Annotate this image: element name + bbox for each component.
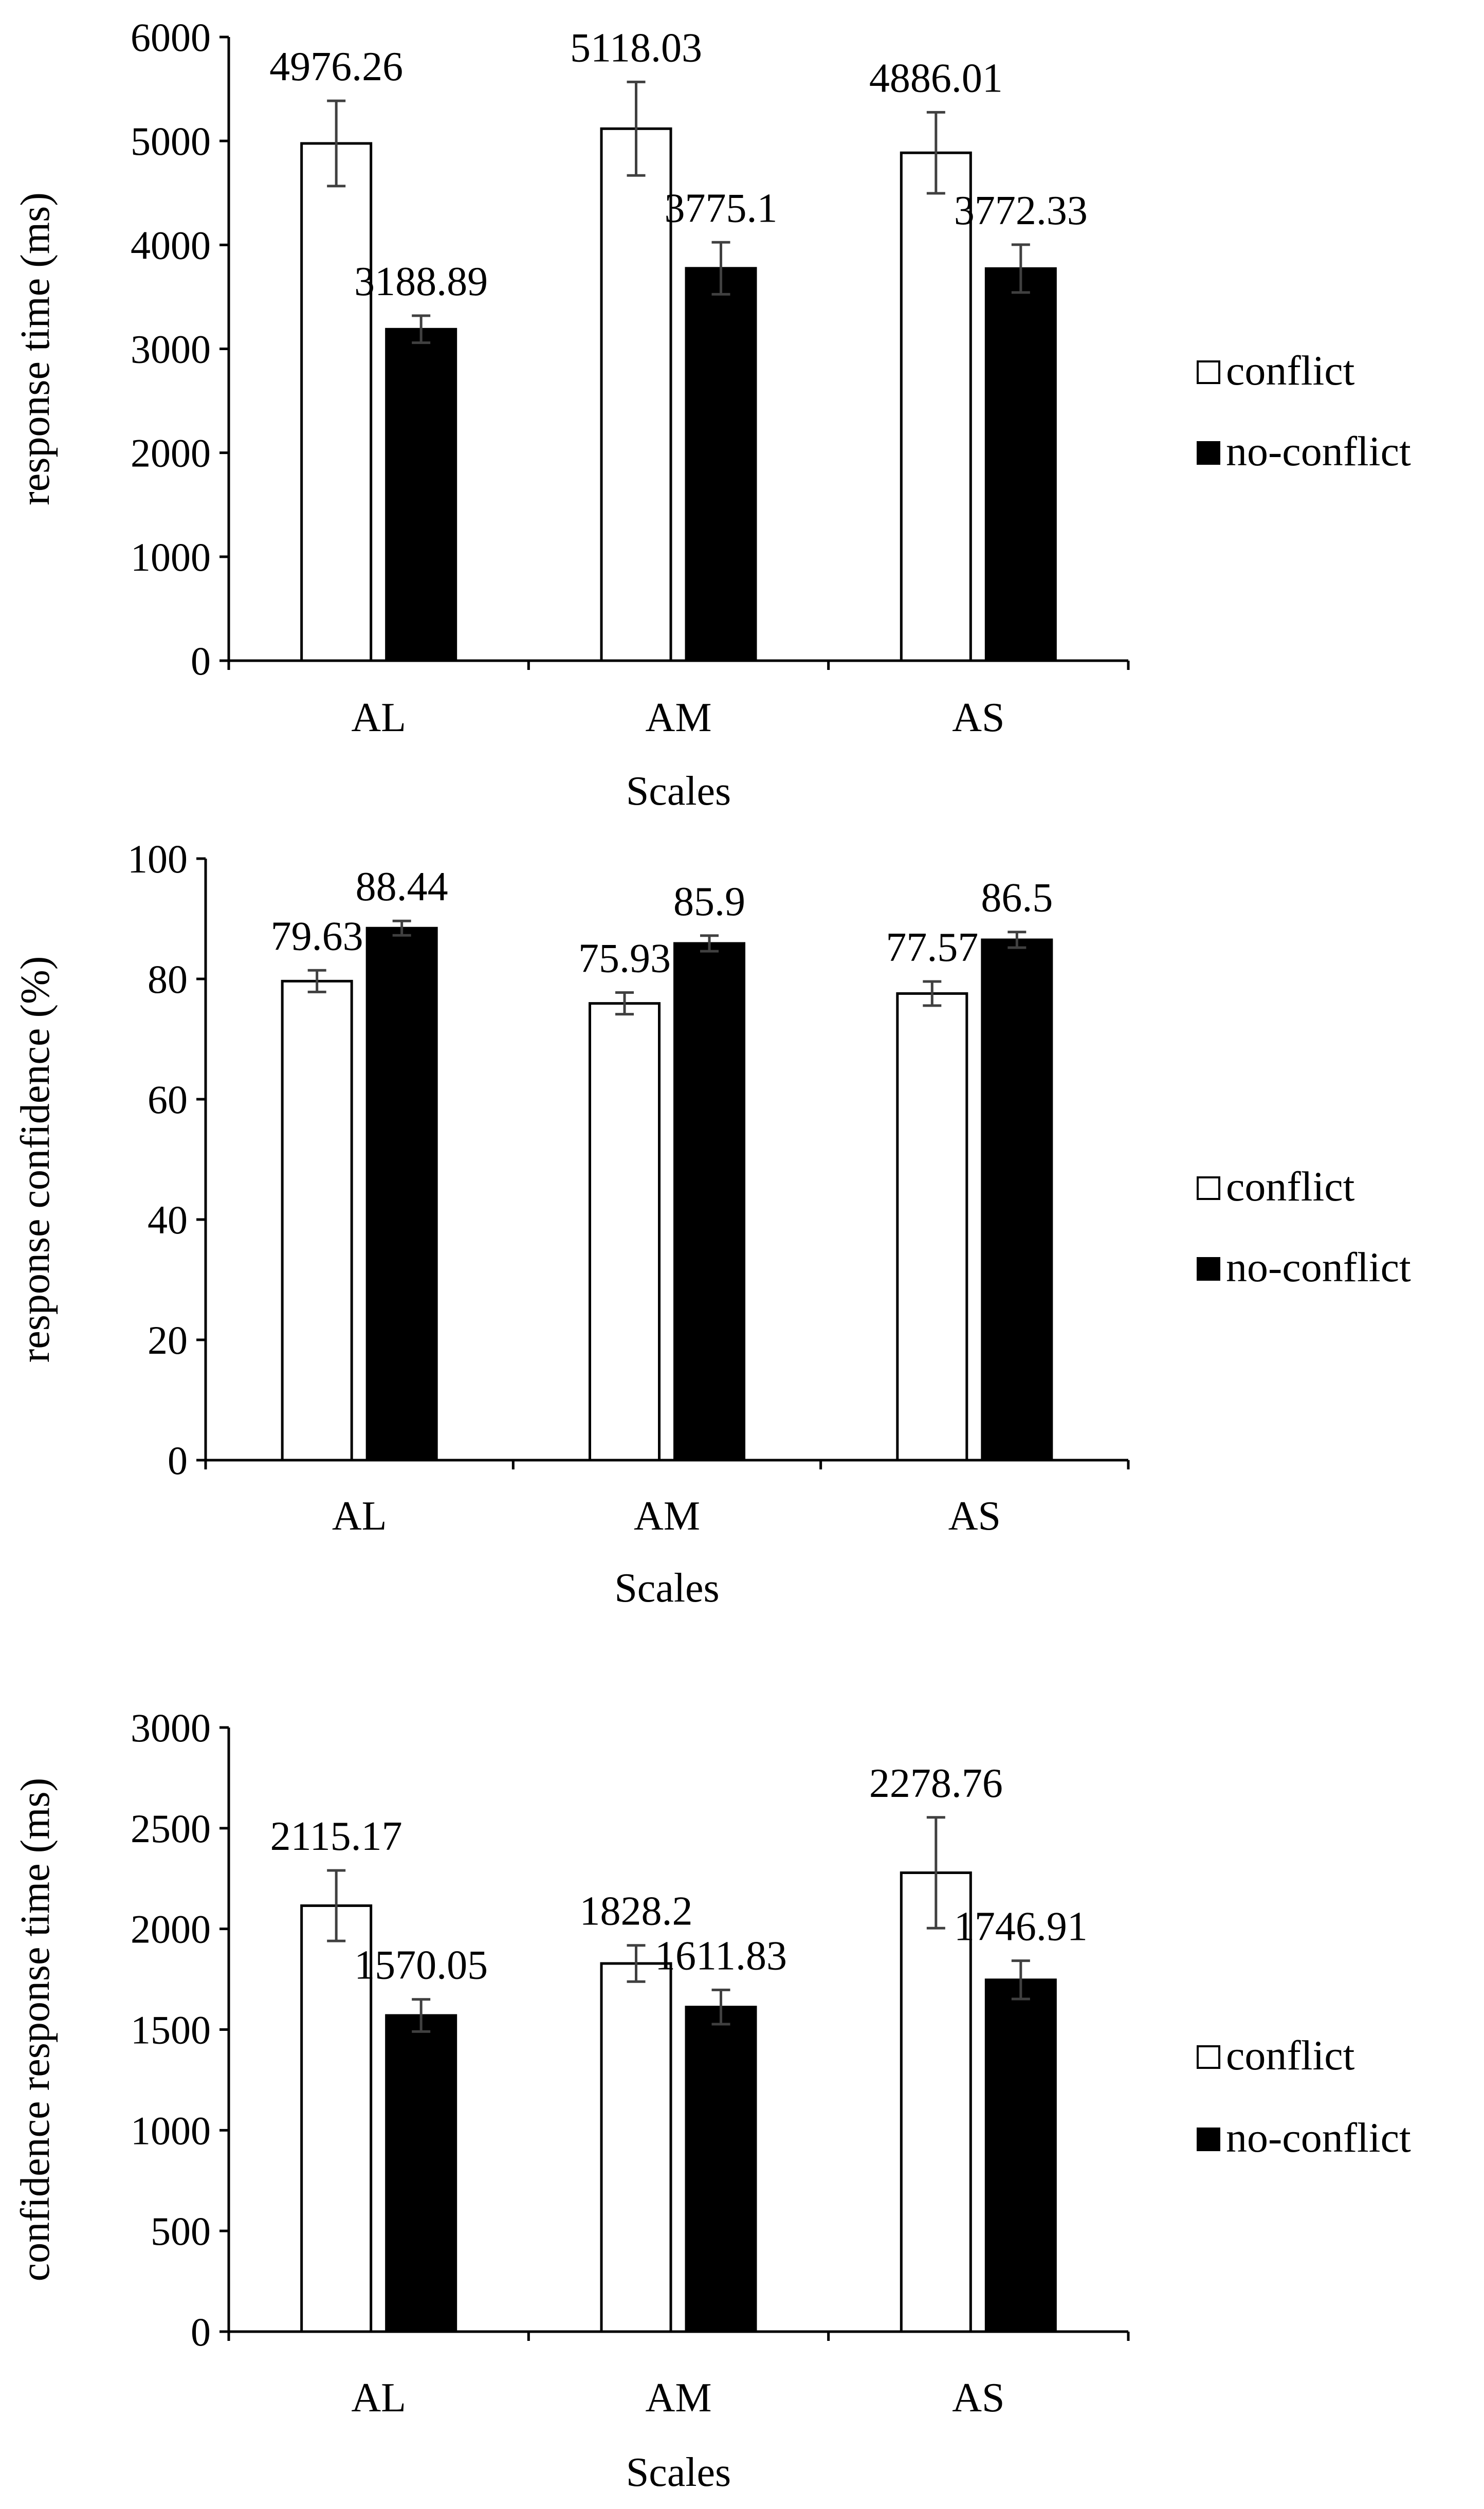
- category-label-as: AS: [952, 695, 1004, 740]
- y-tick-label: 100: [127, 837, 188, 881]
- legend: conflict no-conflict: [1197, 1163, 1411, 1290]
- y-tick-label: 2500: [131, 1806, 211, 1851]
- bar-conflict-al: [281, 979, 353, 1462]
- data-label: 85.9: [673, 879, 745, 924]
- category-label-am: AM: [646, 2375, 712, 2421]
- x-axis-label: Scales: [614, 1566, 719, 1611]
- y-tick-label: 4000: [131, 223, 211, 267]
- y-axis-label: response time (ms): [13, 192, 58, 505]
- y-tick-label: 3000: [131, 1705, 211, 1750]
- bar-no-conflict-am: [685, 267, 757, 662]
- legend-label-conflict: conflict: [1226, 1163, 1355, 1210]
- category-label-am: AM: [646, 695, 712, 740]
- bar-conflict-am: [589, 1002, 661, 1462]
- bar-conflict-al: [300, 1904, 373, 2333]
- chart-panel-3: 0 500 1000 1500 2000 2500 3000 AL AM AS Scales conf…: [13, 1705, 1411, 2495]
- legend-label-no-conflict: no-conflict: [1226, 2114, 1411, 2161]
- legend-swatch-conflict: [1197, 2045, 1220, 2069]
- data-label: 86.5: [981, 876, 1053, 921]
- bar-no-conflict-as: [984, 1978, 1057, 2333]
- data-label: 1611.83: [655, 1933, 787, 1978]
- data-label: 1570.05: [354, 1943, 488, 1988]
- data-label: 4886.01: [869, 56, 1003, 101]
- y-tick-label: 2000: [131, 431, 211, 476]
- x-axis-label: Scales: [626, 2450, 731, 2495]
- legend-swatch-conflict: [1197, 360, 1220, 384]
- y-tick-label: 60: [148, 1077, 188, 1122]
- chart-panel-2: 0 20 40 60 80 100 AL AM AS Scales response confide…: [13, 837, 1411, 1611]
- y-tick-label: 80: [148, 957, 188, 1002]
- x-axis-label: Scales: [626, 769, 731, 814]
- y-tick-label: 3000: [131, 327, 211, 372]
- data-label: 77.57: [886, 925, 978, 970]
- data-label: 3772.33: [954, 188, 1088, 233]
- data-label: 1828.2: [580, 1889, 693, 1934]
- y-tick-label: 0: [191, 639, 211, 683]
- data-label: 4976.26: [269, 44, 403, 89]
- y-axis-label: response confidence (%): [13, 956, 58, 1363]
- data-label: 5118.03: [570, 25, 702, 70]
- bar-no-conflict-as: [981, 938, 1053, 1462]
- legend-label-conflict: conflict: [1226, 347, 1355, 394]
- legend-swatch-conflict: [1197, 1176, 1220, 1200]
- y-tick-label: 1000: [131, 2108, 211, 2153]
- legend-swatch-no-conflict: [1197, 2128, 1220, 2151]
- bar-no-conflict-al: [365, 926, 438, 1462]
- data-label: 88.44: [356, 864, 448, 910]
- bar-conflict-as: [900, 1871, 972, 2333]
- category-label-am: AM: [634, 1494, 700, 1539]
- data-label: 1746.91: [954, 1904, 1088, 1950]
- legend-label-no-conflict: no-conflict: [1226, 1244, 1411, 1290]
- bar-no-conflict-am: [685, 2006, 757, 2333]
- y-tick-label: 1500: [131, 2008, 211, 2052]
- legend: conflict no-conflict: [1197, 2032, 1411, 2161]
- y-tick-label: 5000: [131, 119, 211, 163]
- data-label: 2115.17: [270, 1814, 402, 1859]
- bar-no-conflict-am: [673, 942, 745, 1462]
- data-label: 79.63: [271, 914, 363, 959]
- data-label: 3775.1: [665, 186, 778, 231]
- category-label-as: AS: [952, 2375, 1004, 2421]
- data-label: 3188.89: [354, 259, 488, 304]
- y-tick-label: 0: [191, 2310, 211, 2354]
- y-tick-label: 40: [148, 1197, 188, 1242]
- bar-conflict-al: [300, 142, 373, 662]
- bar-conflict-am: [600, 1962, 672, 2333]
- y-tick-label: 500: [151, 2209, 211, 2253]
- bar-conflict-am: [600, 127, 672, 662]
- y-tick-label: 2000: [131, 1907, 211, 1952]
- bar-conflict-as: [896, 992, 968, 1462]
- legend-label-conflict: conflict: [1226, 2032, 1355, 2079]
- legend: conflict no-conflict: [1197, 347, 1411, 475]
- bar-no-conflict-al: [385, 328, 457, 662]
- legend-swatch-no-conflict: [1197, 1257, 1220, 1281]
- bar-no-conflict-al: [385, 2014, 457, 2333]
- y-tick-label: 0: [168, 1438, 188, 1483]
- bar-no-conflict-as: [984, 267, 1057, 662]
- legend-label-no-conflict: no-conflict: [1226, 428, 1411, 475]
- y-tick-label: 20: [148, 1318, 188, 1362]
- y-tick-label: 1000: [131, 535, 211, 579]
- data-label: 75.93: [578, 936, 671, 981]
- y-axis-label: confidence response time (ms): [13, 1778, 58, 2282]
- y-tick-label: 6000: [131, 15, 211, 60]
- chart-panel-1: 0 1000 2000 3000 4000 5000 6000 AL AM AS Scales res…: [13, 15, 1411, 814]
- category-label-al: AL: [351, 2375, 406, 2421]
- data-label: 2278.76: [869, 1761, 1003, 1806]
- category-label-al: AL: [332, 1494, 387, 1539]
- category-label-al: AL: [351, 695, 406, 740]
- legend-swatch-no-conflict: [1197, 441, 1220, 465]
- category-label-as: AS: [948, 1494, 1001, 1539]
